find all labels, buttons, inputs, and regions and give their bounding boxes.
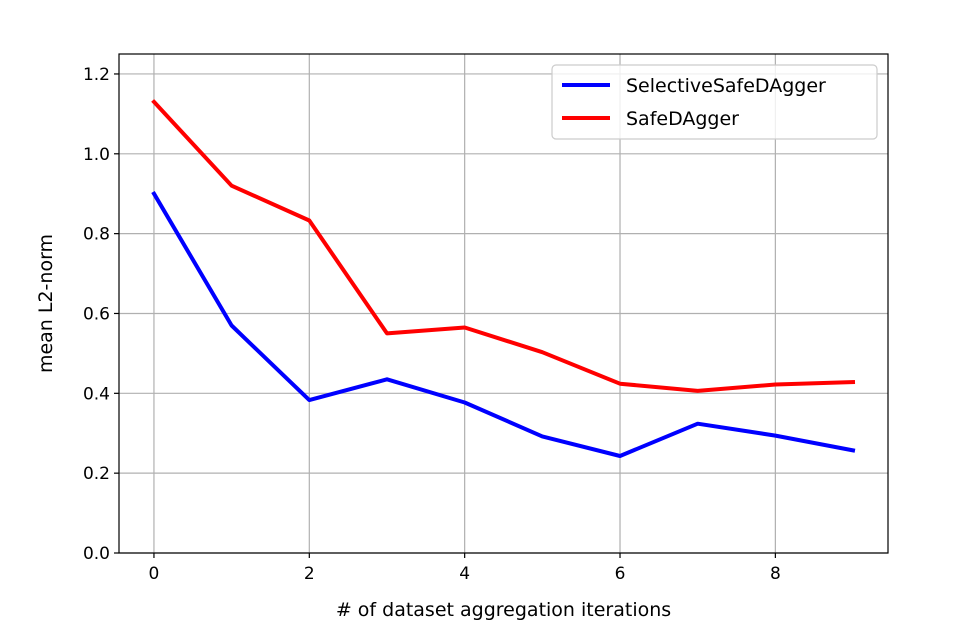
series-lines	[151, 99, 856, 458]
legend-box	[551, 64, 878, 140]
y-tick-label: 1.0	[83, 145, 110, 165]
y-axis-label: mean L2-norm	[35, 234, 57, 373]
y-tick-label: 0.4	[83, 384, 110, 404]
x-tick-label: 6	[615, 564, 626, 584]
axis-ticks: 0 2 4 6 8 0.0 0.2 0.4 0.6 0.8 1.0 1.2	[83, 65, 781, 584]
legend-label: SafeDAgger	[626, 108, 739, 130]
legend-label: SelectiveSafeDAgger	[626, 75, 826, 97]
x-tick-label: 8	[770, 564, 781, 584]
x-tick-label: 0	[149, 564, 160, 584]
y-tick-label: 0.6	[83, 304, 110, 324]
series-line-1	[151, 190, 856, 458]
plot-frame	[118, 53, 889, 554]
x-axis-label: # of dataset aggregation iterations	[336, 599, 671, 621]
y-tick-label: 0.2	[83, 464, 110, 484]
x-tick-label: 2	[304, 564, 315, 584]
y-tick-label: 0.0	[83, 544, 110, 564]
legend: SelectiveSafeDAgger SafeDAgger	[551, 64, 878, 140]
x-tick-label: 4	[459, 564, 470, 584]
y-tick-label: 1.2	[83, 65, 110, 85]
y-tick-label: 0.8	[83, 225, 110, 245]
series-line-2	[151, 99, 856, 393]
grid-lines	[119, 54, 888, 554]
